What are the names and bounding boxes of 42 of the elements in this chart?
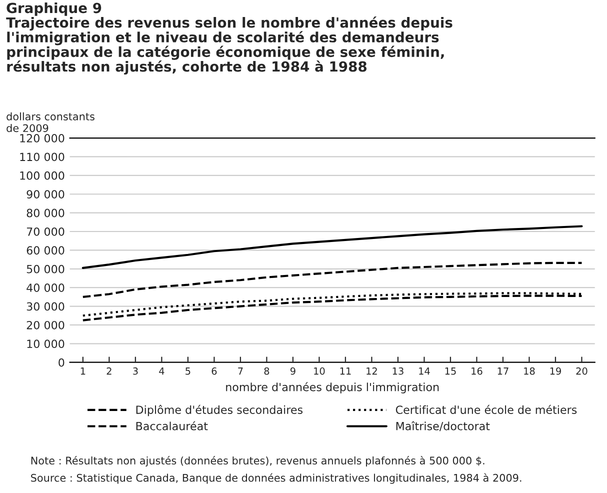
legend-label: Diplôme d'études secondaires	[136, 404, 303, 416]
x-tick-label: 9	[290, 367, 296, 375]
y-tick-label: 100 000	[20, 171, 64, 180]
y-tick-label: 120 000	[20, 134, 64, 142]
x-tick-label: 15	[445, 368, 456, 375]
legend-label: Baccalauréat	[136, 421, 208, 430]
x-tick-label: 10	[314, 367, 325, 375]
y-tick-label: 30 000	[26, 302, 64, 311]
x-tick-label: 7	[238, 368, 243, 375]
y-tick-label: 10 000	[27, 340, 64, 348]
y-tick-label: 110 000	[20, 152, 64, 162]
x-tick-label: 2	[106, 367, 112, 375]
x-axis-title: nombre d'années depuis l'immigration	[226, 382, 439, 394]
x-tick-label: 20	[576, 367, 588, 375]
x-tick-label: 5	[186, 368, 190, 375]
source-note: Source : Statistique Canada, Banque de données administratives longitudinales, 1984 à 2009.	[31, 473, 522, 484]
legend-label: Certificat d'une école de métiers	[396, 404, 577, 414]
y-axis-title: dollars constants de 2009	[6, 112, 94, 132]
y-tick-label: 40 000	[26, 284, 64, 292]
x-tick-label: 18	[524, 367, 535, 375]
y-tick-label: 0	[58, 358, 64, 367]
x-tick-label: 19	[550, 367, 561, 375]
y-tick-label: 20 000	[26, 320, 64, 330]
x-tick-label: 12	[366, 367, 377, 375]
x-tick-label: 6	[212, 367, 217, 375]
y-tick-label: 90 000	[26, 190, 64, 198]
legend-label: Maîtrise/doctorat	[396, 421, 490, 432]
x-tick-label: 11	[340, 368, 351, 375]
y-tick-label: 50 000	[26, 264, 64, 274]
x-tick-label: 8	[264, 367, 270, 375]
y-tick-label: 70 000	[26, 227, 64, 236]
x-tick-label: 1	[80, 368, 86, 375]
y-tick-label: 60 000	[26, 246, 64, 255]
y-tick-label: 80 000	[26, 208, 64, 218]
x-tick-label: 4	[159, 368, 164, 375]
chart-title: Graphique 9 Trajectoire des revenus selon le nombre d'années depuis l'immigration et le niveau de scolarité des demandeurs principaux de la catégorie économique de sexe féminin, résultats non ajustés, cohorte de 1984 à 1988	[6, 2, 452, 75]
text: Note : Résultats non ajustés (données brutes), revenus annuels plafonnés à 500 000 $.	[31, 456, 484, 467]
x-tick-label: 17	[498, 368, 508, 375]
x-tick-label: 13	[392, 367, 404, 375]
x-tick-label: 16	[472, 367, 482, 375]
x-tick-label: 14	[419, 368, 430, 375]
x-tick-label: 3	[133, 367, 138, 375]
